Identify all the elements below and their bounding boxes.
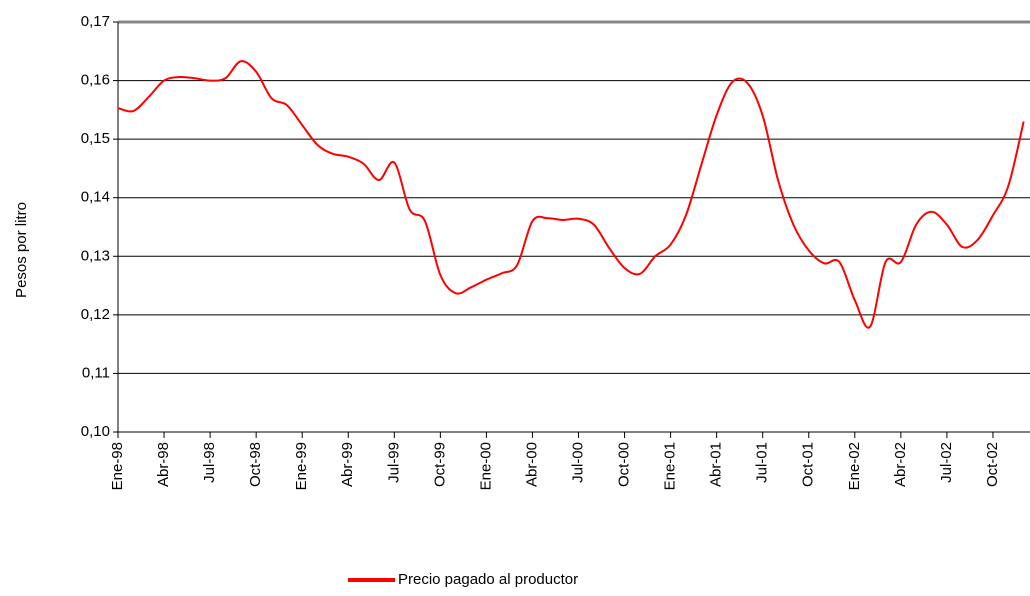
y-tick-label: 0,15 <box>81 130 110 147</box>
x-tick-label: Ene-01 <box>662 442 679 490</box>
x-tick-label: Abr-01 <box>708 442 725 487</box>
x-tick-label: Oct-99 <box>431 442 448 487</box>
x-tick-label: Abr-02 <box>892 442 909 487</box>
y-tick-label: 0,10 <box>81 423 110 440</box>
x-tick-label: Jul-00 <box>569 442 586 483</box>
x-tick-label: Oct-00 <box>616 442 633 487</box>
y-tick-label: 0,17 <box>81 13 110 30</box>
x-tick-label: Jul-01 <box>754 442 771 483</box>
x-tick-label: Ene-99 <box>293 442 310 490</box>
y-axis-label: Pesos por litro <box>13 202 30 298</box>
x-tick-label: Abr-98 <box>155 442 172 487</box>
x-tick-label: Oct-02 <box>984 442 1001 487</box>
x-tick-label: Abr-00 <box>523 442 540 487</box>
y-tick-label: 0,16 <box>81 72 110 89</box>
x-tick-label: Ene-98 <box>109 442 126 490</box>
x-tick-label: Jul-02 <box>938 442 955 483</box>
x-tick-label: Jul-98 <box>201 442 218 483</box>
series-line <box>117 60 1025 329</box>
y-tick-label: 0,12 <box>81 306 110 323</box>
x-tick-label: Jul-99 <box>385 442 402 483</box>
y-tick-label: 0,14 <box>81 189 110 206</box>
x-tick-label: Oct-01 <box>800 442 817 487</box>
x-tick-label: Ene-02 <box>846 442 863 490</box>
y-tick-label: 0,11 <box>82 364 110 381</box>
x-tick-label: Oct-98 <box>247 442 264 487</box>
y-tick-label: 0,13 <box>81 247 110 264</box>
x-tick-label: Abr-99 <box>339 442 356 487</box>
x-tick-label: Ene-00 <box>477 442 494 490</box>
legend-label: Precio pagado al productor <box>398 571 578 588</box>
